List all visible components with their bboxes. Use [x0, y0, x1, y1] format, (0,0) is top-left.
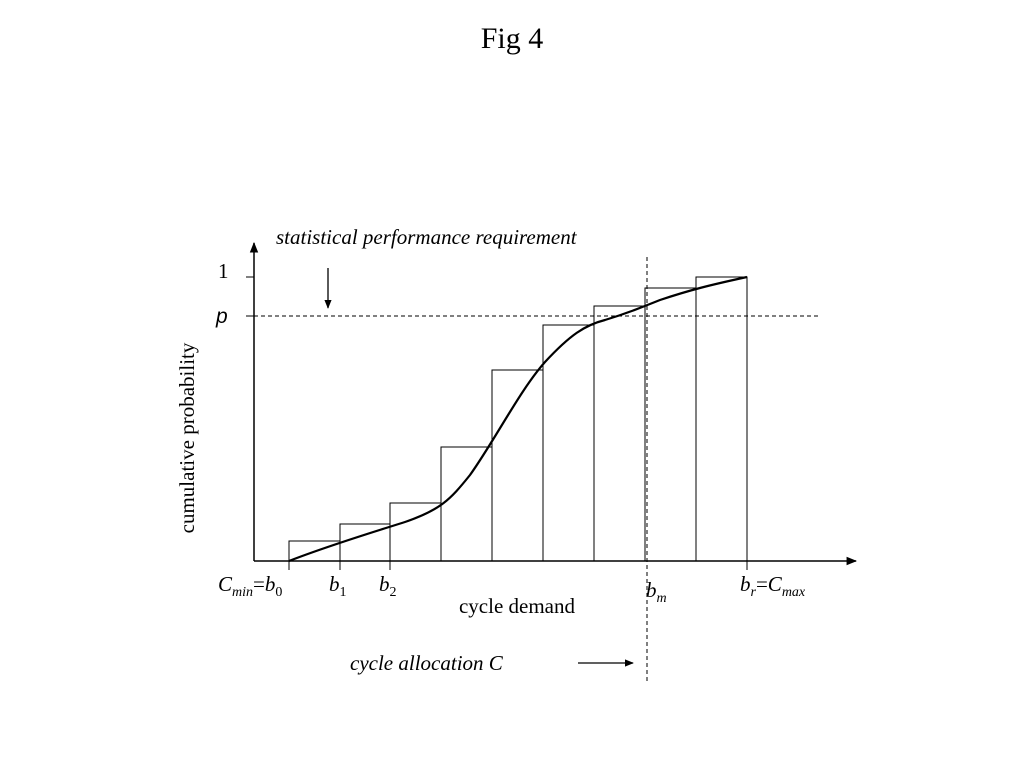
cumulative-curve	[288, 275, 748, 563]
y-axis-label: cumulative probability	[175, 342, 199, 533]
x-tick-label-b2: b2	[379, 572, 397, 600]
histogram-bar	[593, 305, 646, 562]
y-tick-one-label: 1	[218, 259, 229, 283]
x-tick-marks	[288, 561, 748, 570]
histogram-bar	[440, 446, 493, 562]
histogram-bars	[288, 276, 748, 562]
histogram-bar	[695, 276, 748, 562]
y-tick-p-label: p	[215, 305, 228, 328]
x-tick-label-b1: b1	[329, 572, 347, 600]
figure-title: Fig 4	[480, 22, 544, 55]
x-axis-label: cycle demand	[459, 594, 576, 618]
histogram-bar	[542, 324, 595, 562]
allocation-label: cycle allocation C	[350, 651, 504, 675]
x-tick-label-bm: bm	[646, 578, 667, 606]
requirement-label: statistical performance requirement	[276, 225, 578, 249]
x-tick-label-br: br=Cmax	[740, 572, 806, 600]
histogram-bar	[644, 287, 697, 562]
histogram-bar	[389, 502, 442, 562]
x-tick-label-b0: Cmin=b0	[218, 572, 282, 600]
